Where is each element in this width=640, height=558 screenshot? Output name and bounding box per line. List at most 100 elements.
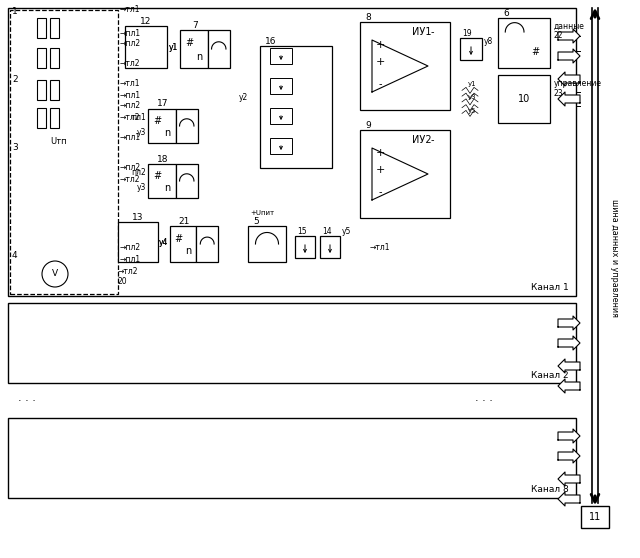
Text: данные: данные (554, 22, 585, 31)
Bar (175, 164, 198, 198)
Text: V: V (52, 270, 58, 278)
Text: +: + (375, 40, 385, 50)
Bar (248, 226, 286, 262)
Bar (175, 109, 198, 143)
Text: 8: 8 (365, 13, 371, 22)
Text: #: # (175, 234, 182, 244)
Text: #: # (531, 47, 540, 57)
Bar (50, 18, 59, 38)
Bar (37, 48, 46, 68)
Text: #: # (185, 39, 193, 49)
Polygon shape (558, 379, 580, 393)
Text: управление: управление (554, 79, 602, 88)
Text: 11: 11 (589, 512, 601, 522)
Text: -: - (378, 187, 381, 197)
Text: -: - (430, 27, 434, 37)
Text: →тл2: →тл2 (120, 60, 141, 69)
Polygon shape (558, 492, 580, 506)
Bar (125, 26, 167, 68)
Bar (50, 108, 59, 128)
Text: · · ·: · · · (475, 396, 493, 406)
Text: y3: y3 (467, 94, 476, 99)
Text: Канал 1: Канал 1 (531, 283, 569, 292)
Text: 18: 18 (157, 155, 169, 163)
Text: Uтп: Uтп (51, 137, 67, 146)
Text: n: n (185, 246, 191, 256)
Polygon shape (558, 472, 580, 486)
Text: 7: 7 (192, 21, 198, 30)
Text: →тл1: →тл1 (120, 6, 141, 15)
Text: ИУ1: ИУ1 (412, 27, 432, 37)
Text: y8: y8 (484, 37, 493, 46)
Bar (50, 48, 59, 68)
Text: Канал 8: Канал 8 (531, 485, 569, 494)
Bar (10, 10, 118, 294)
Text: 3: 3 (12, 143, 18, 152)
Text: y5: y5 (467, 108, 476, 114)
Text: y4: y4 (159, 238, 168, 247)
Polygon shape (372, 148, 428, 200)
Text: y1: y1 (169, 42, 178, 51)
Text: шина данных и управления: шина данных и управления (609, 199, 618, 317)
Polygon shape (558, 316, 580, 330)
Bar (207, 30, 230, 68)
Text: ИУ2: ИУ2 (412, 135, 432, 145)
Text: →тл2: →тл2 (118, 267, 138, 277)
Bar (360, 22, 450, 110)
Bar (498, 75, 550, 123)
Text: · · ·: · · · (18, 396, 36, 406)
Text: y1: y1 (467, 81, 476, 86)
Text: 20: 20 (118, 277, 127, 286)
Text: n: n (196, 51, 202, 61)
Polygon shape (558, 29, 580, 43)
Polygon shape (558, 72, 580, 86)
Bar (8, 303, 576, 383)
Text: 5: 5 (253, 218, 259, 227)
Polygon shape (558, 449, 580, 463)
Polygon shape (558, 359, 580, 373)
Bar (148, 164, 175, 198)
Text: n: n (164, 128, 170, 138)
Text: пл2: пл2 (131, 168, 146, 177)
Bar (118, 222, 158, 262)
Text: y2: y2 (239, 93, 248, 102)
Bar (8, 8, 576, 296)
Text: +: + (375, 148, 385, 158)
Bar (50, 80, 59, 100)
Text: 14: 14 (322, 228, 332, 237)
Text: 1: 1 (12, 7, 18, 17)
Text: →пл2: →пл2 (120, 39, 141, 47)
Text: +Uпит: +Uпит (250, 210, 274, 216)
Text: y1: y1 (169, 42, 178, 51)
Text: y3: y3 (136, 183, 146, 193)
Polygon shape (372, 40, 428, 92)
Text: 6: 6 (503, 8, 509, 17)
Bar (320, 236, 340, 258)
Text: y5: y5 (342, 228, 351, 237)
Bar (170, 226, 196, 262)
Text: y4: y4 (159, 238, 168, 247)
Text: 12: 12 (140, 17, 152, 26)
Text: →пл2: →пл2 (120, 102, 141, 110)
Text: Канал 2: Канал 2 (531, 371, 568, 379)
Bar (8, 418, 576, 498)
Bar (270, 138, 292, 154)
Text: 16: 16 (265, 37, 276, 46)
Text: #: # (153, 116, 161, 126)
Bar (148, 109, 175, 143)
Text: →тл2: →тл2 (120, 113, 141, 123)
Bar (196, 226, 218, 262)
Text: пл1: пл1 (131, 113, 146, 122)
Text: →тл1: →тл1 (120, 79, 141, 88)
Text: →пл2: →пл2 (120, 243, 141, 253)
Bar (295, 236, 315, 258)
Text: +: + (375, 57, 385, 67)
Text: →пл1: →пл1 (120, 133, 141, 142)
Bar (37, 80, 46, 100)
Text: 15: 15 (297, 228, 307, 237)
Text: -: - (378, 79, 381, 89)
Bar (37, 108, 46, 128)
Bar (260, 46, 332, 168)
Polygon shape (558, 92, 580, 106)
Bar (270, 78, 292, 94)
